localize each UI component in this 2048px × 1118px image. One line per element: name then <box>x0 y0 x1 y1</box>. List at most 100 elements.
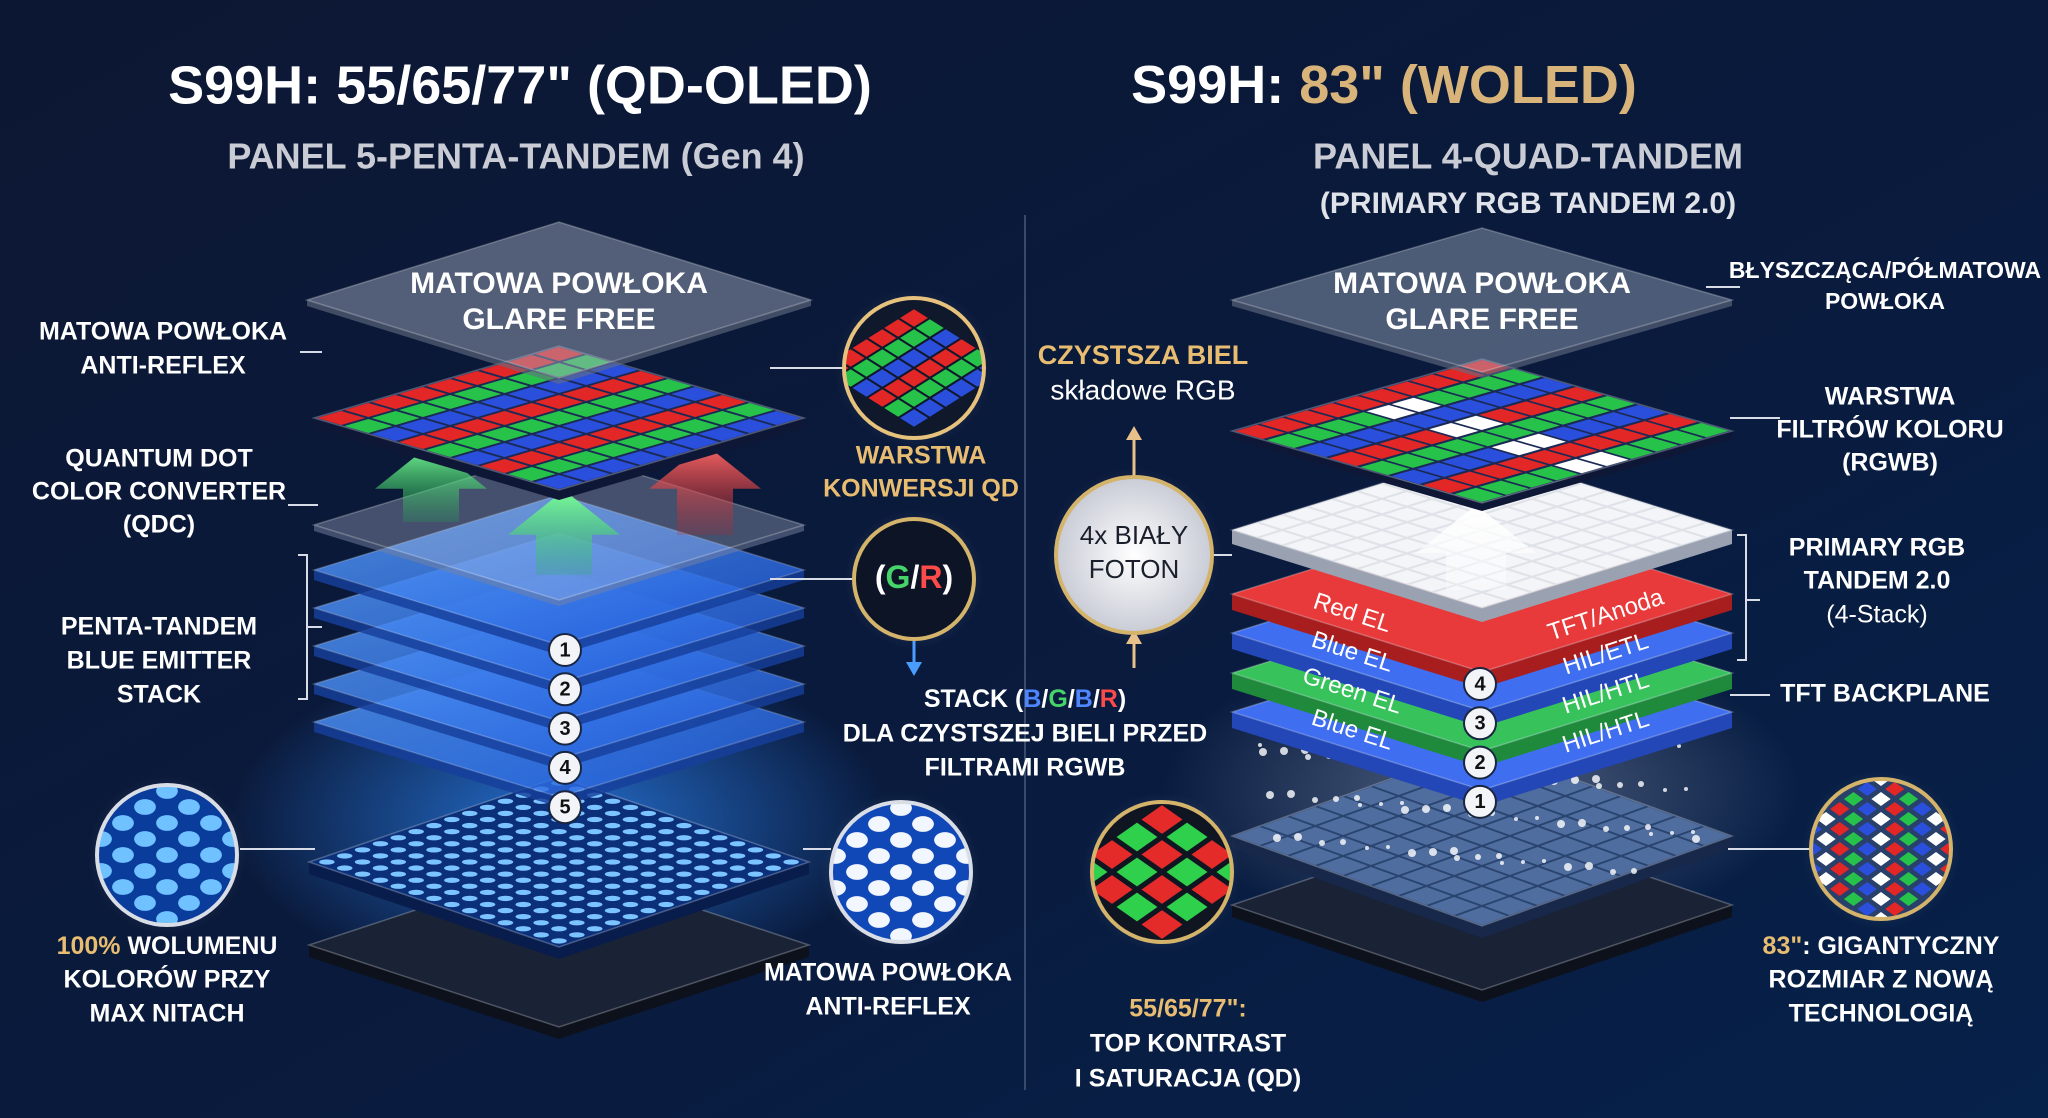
led <box>551 841 567 847</box>
layer <box>306 776 812 959</box>
cell <box>1635 523 1679 537</box>
led <box>569 932 585 938</box>
led <box>586 853 603 859</box>
cell <box>1529 466 1579 481</box>
led <box>831 848 846 864</box>
cell <box>1379 437 1429 452</box>
led <box>676 835 692 841</box>
led <box>934 832 956 848</box>
led <box>515 926 532 932</box>
cell <box>589 394 638 410</box>
led <box>426 847 442 853</box>
cell <box>1435 439 1485 454</box>
number-badge <box>548 711 582 746</box>
sparkle <box>1649 832 1653 836</box>
cell <box>1497 457 1548 472</box>
cell <box>1397 413 1448 429</box>
label: KONWERSJI QD <box>823 475 1019 503</box>
label: BLUE EMITTER <box>67 647 252 675</box>
cell <box>398 418 447 434</box>
cell <box>1585 492 1629 506</box>
sparkle <box>1273 834 1281 842</box>
cell <box>725 402 774 418</box>
cell <box>884 359 913 377</box>
led <box>640 895 657 902</box>
cell <box>1092 840 1133 869</box>
led <box>479 901 496 908</box>
led <box>426 871 442 877</box>
led <box>956 880 971 896</box>
cell <box>1871 912 1891 919</box>
cell <box>1843 892 1864 907</box>
cell <box>1560 403 1610 418</box>
cell <box>1591 412 1642 427</box>
label-part: G <box>886 559 911 595</box>
led <box>694 877 710 883</box>
label: TFT BACKPLANE <box>1780 680 1990 708</box>
led <box>497 822 514 829</box>
cell <box>643 410 692 426</box>
led <box>479 865 496 871</box>
cell <box>1629 437 1679 452</box>
led <box>426 895 442 902</box>
cell <box>1898 792 1919 806</box>
cell <box>589 442 638 458</box>
label: FILTRÓW KOLORU <box>1776 414 2003 444</box>
cell <box>1535 523 1579 537</box>
led <box>604 847 621 853</box>
cell <box>426 394 475 410</box>
label: TANDEM 2.0 <box>1804 567 1951 595</box>
cell <box>589 458 638 474</box>
cell <box>884 399 913 417</box>
cell <box>1912 802 1932 816</box>
cell <box>1522 377 1573 393</box>
led <box>354 847 371 853</box>
led <box>604 822 621 829</box>
led <box>676 883 692 889</box>
cell <box>371 426 420 442</box>
sparkle <box>1500 861 1504 865</box>
title-part: S99H: <box>1131 55 1299 115</box>
led <box>336 853 353 859</box>
number-badge <box>1463 784 1497 819</box>
cell <box>1871 812 1891 826</box>
label: I SATURACJA (QD) <box>1075 1065 1301 1093</box>
labels: S99H: 55/65/77" (QD-OLED) PANEL 5-PENTA-… <box>32 55 2041 1092</box>
label: MATOWA POWŁOKA <box>39 318 287 346</box>
led <box>747 859 764 865</box>
sparkle <box>1496 853 1502 859</box>
led <box>497 920 514 926</box>
cell <box>1647 413 1698 429</box>
cell <box>1092 875 1133 904</box>
led <box>479 828 496 835</box>
led <box>846 896 868 912</box>
cell <box>1429 817 1480 836</box>
cell <box>1466 376 1517 391</box>
led <box>533 835 549 841</box>
cell <box>1857 902 1877 917</box>
cell <box>480 410 529 426</box>
cell <box>453 434 502 450</box>
led <box>551 901 567 908</box>
led <box>497 859 514 865</box>
cell <box>1318 817 1369 836</box>
led <box>604 835 621 841</box>
sparkle <box>1365 846 1369 850</box>
led <box>444 889 460 896</box>
cell <box>1454 487 1504 503</box>
cell <box>1912 882 1932 896</box>
subtitle: PANEL 4-QUAD-TANDEM <box>1313 136 1743 177</box>
cell <box>535 426 583 442</box>
circle-label: (G/R) <box>875 559 953 595</box>
led <box>890 864 912 880</box>
sparkle <box>1443 804 1451 812</box>
label: CZYSTSZA BIEL <box>1038 340 1249 370</box>
cell <box>752 410 801 426</box>
cell <box>1360 460 1410 476</box>
cell <box>562 418 611 434</box>
cell <box>1871 832 1891 846</box>
cell <box>535 474 583 490</box>
sparkle <box>1592 775 1600 783</box>
led <box>747 847 764 853</box>
cell <box>1422 406 1473 422</box>
